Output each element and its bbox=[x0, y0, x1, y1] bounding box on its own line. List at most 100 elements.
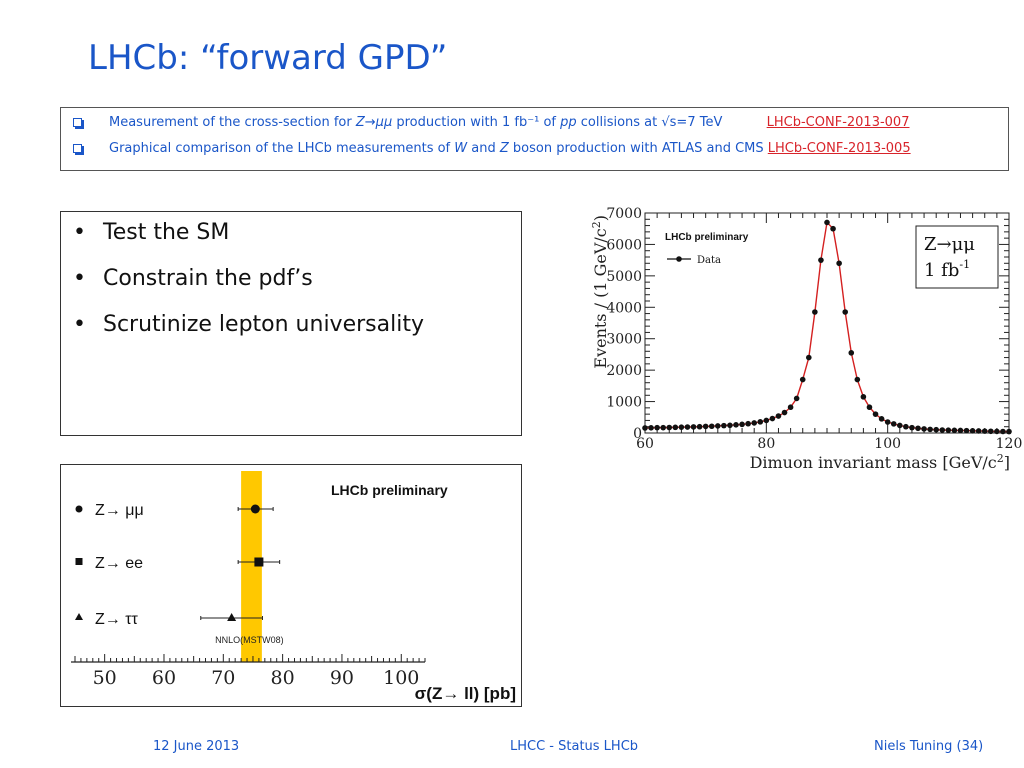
data-point bbox=[824, 219, 830, 226]
x-tick-label: 100 bbox=[874, 436, 901, 452]
data-point bbox=[715, 423, 721, 429]
data-point bbox=[678, 424, 685, 430]
y-tick-label: 2000 bbox=[606, 363, 642, 379]
bullet-text: Constrain the pdf’s bbox=[103, 266, 313, 291]
data-point bbox=[787, 404, 794, 411]
data-point bbox=[897, 422, 903, 429]
legend-marker bbox=[676, 256, 682, 262]
reference-text-fragment: Z→μμ bbox=[355, 115, 393, 130]
data-point bbox=[884, 419, 891, 425]
data-point bbox=[854, 376, 861, 383]
slide-title: LHCb: “forward GPD” bbox=[88, 38, 448, 78]
legend-circle-marker bbox=[75, 505, 83, 513]
data-point bbox=[981, 428, 988, 434]
data-point bbox=[733, 422, 739, 428]
reference-text-fragment: W bbox=[454, 141, 468, 156]
data-point bbox=[994, 428, 1000, 435]
reference-text-fragment: collisions at √s=7 TeV bbox=[576, 115, 723, 130]
data-point bbox=[799, 376, 806, 383]
reference-text: Graphical comparison of the LHCb measure… bbox=[109, 141, 911, 156]
x-tick-label: 80 bbox=[757, 436, 775, 452]
point-label: Z→ ee bbox=[95, 555, 143, 572]
x-tick-label: 60 bbox=[636, 436, 654, 452]
footer-date: 12 June 2013 bbox=[153, 739, 240, 754]
cross-section-comparison-box: NNLO(MSTW08) LHCb preliminary 50 60 70 80 90 10… bbox=[60, 464, 522, 707]
checkbox-bullet-icon bbox=[73, 144, 82, 153]
data-point bbox=[957, 427, 964, 434]
data-point bbox=[254, 557, 264, 567]
bullet-item: • Test the SM bbox=[73, 220, 229, 245]
annotation-box bbox=[915, 225, 999, 289]
legend-row: Z→ ee bbox=[75, 555, 143, 572]
data-point bbox=[812, 309, 818, 315]
data-point bbox=[890, 421, 897, 427]
data-point bbox=[690, 424, 697, 430]
x-tick-label: 120 bbox=[996, 436, 1023, 452]
data-point bbox=[903, 423, 909, 430]
data-point bbox=[848, 350, 855, 356]
data-point bbox=[806, 354, 812, 361]
reference-box: Measurement of the cross-section for Z→μ… bbox=[60, 107, 1009, 171]
data-point bbox=[775, 413, 782, 419]
checkbox-bullet-icon bbox=[73, 118, 82, 127]
point-label: Z→ ττ bbox=[95, 611, 139, 628]
bullet-item: • Scrutinize lepton universality bbox=[73, 312, 424, 337]
bullet-dot-icon: • bbox=[73, 266, 86, 291]
reference-text-fragment: boson production with ATLAS and CMS bbox=[508, 141, 768, 156]
legend-row: Z→ ττ bbox=[75, 611, 139, 628]
data-point bbox=[654, 424, 660, 431]
data-point bbox=[708, 423, 715, 430]
x-tick-label: 100 bbox=[383, 667, 419, 689]
reference-description: Measurement of the cross-section for Z→μ… bbox=[109, 115, 722, 130]
x-tick-label: 90 bbox=[330, 667, 354, 689]
y-tick-label: 0 bbox=[633, 426, 642, 442]
data-point bbox=[660, 424, 666, 431]
data-point bbox=[227, 613, 237, 621]
data-point bbox=[763, 417, 770, 424]
reference-link[interactable]: LHCb-CONF-2013-005 bbox=[767, 141, 911, 156]
reference-text: Measurement of the cross-section for Z→μ… bbox=[109, 115, 909, 130]
data-point bbox=[745, 420, 751, 427]
data-point bbox=[672, 424, 679, 431]
y-tick-label: 7000 bbox=[606, 206, 642, 222]
x-tick-label: 80 bbox=[271, 667, 295, 689]
data-point bbox=[975, 428, 982, 434]
data-point bbox=[739, 421, 745, 428]
data-point bbox=[933, 426, 939, 433]
reference-item: Graphical comparison of the LHCb measure… bbox=[61, 141, 1008, 161]
data-point bbox=[1006, 428, 1012, 435]
band-label: NNLO(MSTW08) bbox=[215, 635, 284, 645]
legend-label: Data bbox=[697, 255, 721, 266]
y-tick-label: 5000 bbox=[606, 269, 642, 285]
legend-square-marker bbox=[75, 558, 83, 565]
legend-row: Z→ μμ bbox=[75, 502, 144, 519]
reference-text-fragment: and bbox=[467, 141, 500, 156]
footer-center: LHCC - Status LHCb bbox=[510, 739, 639, 754]
bullet-item: • Constrain the pdf’s bbox=[73, 266, 313, 291]
data-point bbox=[939, 427, 946, 433]
data-point bbox=[927, 426, 933, 433]
data-point bbox=[969, 428, 976, 434]
data-point bbox=[915, 425, 921, 432]
bullet-text: Test the SM bbox=[103, 220, 230, 245]
reference-description: Graphical comparison of the LHCb measure… bbox=[109, 141, 768, 156]
data-point bbox=[757, 419, 764, 425]
data-point bbox=[684, 424, 691, 430]
data-point bbox=[921, 426, 927, 432]
data-point bbox=[781, 409, 788, 416]
x-tick-label: 70 bbox=[211, 667, 235, 689]
bullet-dot-icon: • bbox=[73, 220, 86, 245]
data-point bbox=[909, 424, 915, 431]
chart-title: LHCb preliminary bbox=[665, 232, 749, 243]
reference-link[interactable]: LHCb-CONF-2013-007 bbox=[766, 115, 910, 130]
data-point bbox=[860, 394, 867, 400]
data-point bbox=[818, 257, 824, 263]
data-point bbox=[872, 411, 879, 417]
data-point bbox=[945, 427, 952, 433]
reference-text-fragment: production with 1 fb⁻¹ of bbox=[392, 115, 561, 130]
y-tick-label: 4000 bbox=[606, 300, 642, 316]
data-point bbox=[866, 404, 873, 411]
data-point bbox=[988, 428, 994, 435]
footer-page: Niels Tuning (34) bbox=[874, 739, 984, 754]
data-point bbox=[951, 427, 958, 434]
